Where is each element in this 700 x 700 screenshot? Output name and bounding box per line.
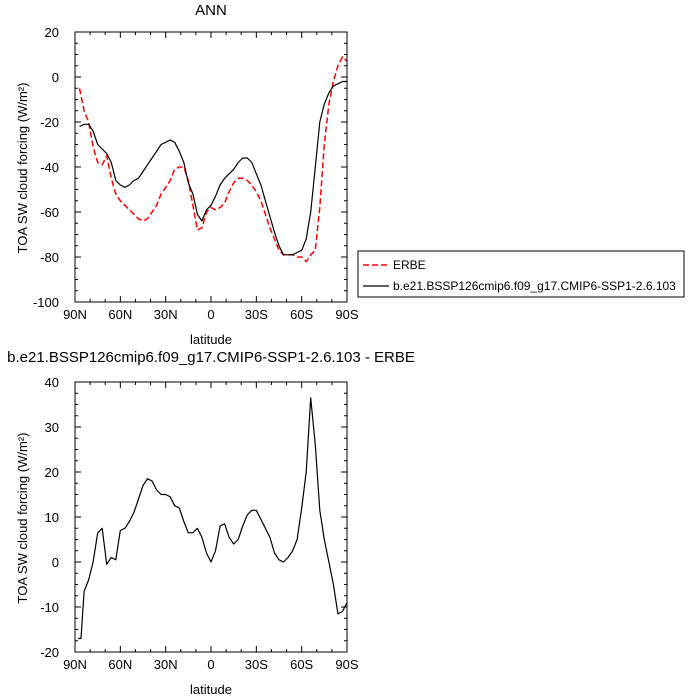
series-line-erbe [78, 56, 348, 263]
x-axis-label: latitude [190, 682, 232, 697]
y-tick-label: -20 [40, 115, 59, 130]
y-tick-label: 20 [45, 465, 59, 480]
x-axis-label: latitude [190, 332, 232, 347]
legend-box [357, 250, 685, 298]
y-axis-label: TOA SW cloud forcing (W/m²) [15, 83, 30, 254]
y-tick-label: 10 [45, 510, 59, 525]
plot-frame [74, 381, 348, 653]
panel-title: ANN [195, 2, 227, 19]
axis-ticks: 90N 60N 30N 0 30S 60S 90S 20 0 -20 -40 -60 -80 -100 [33, 25, 359, 322]
y-tick-label: -10 [40, 600, 59, 615]
panel-difference: b.e21.BSSP126cmip6.f09_g17.CMIP6-SSP1-2.… [7, 349, 415, 697]
panel-title: b.e21.BSSP126cmip6.f09_g17.CMIP6-SSP1-2.… [7, 349, 415, 366]
y-tick-label: 0 [52, 555, 59, 570]
x-tick-label: 0 [207, 307, 214, 322]
x-tick-label: 30S [245, 657, 268, 672]
x-tick-label: 60N [108, 657, 132, 672]
axis-ticks: 90N 60N 30N 0 30S 60S 90S 40 30 20 10 0 -10 -20 [40, 375, 359, 672]
x-tick-label: 90S [335, 307, 358, 322]
x-tick-label: 0 [207, 657, 214, 672]
x-tick-label: 90N [63, 657, 87, 672]
legend-label-erbe: ERBE [393, 258, 426, 272]
panel-annual-forcing: ANN TOA SW cloud forcing (W/m²) latitude… [15, 2, 359, 347]
x-tick-label: 30N [154, 307, 178, 322]
series-line-model [79, 80, 347, 256]
plot-frame [74, 31, 348, 303]
y-tick-label: 40 [45, 375, 59, 390]
series-line-difference [78, 397, 348, 640]
legend: ERBE b.e21.BSSP126cmip6.f09_g17.CMIP6-SS… [357, 250, 685, 298]
legend-label-model: b.e21.BSSP126cmip6.f09_g17.CMIP6-SSP1-2.… [393, 279, 676, 293]
y-tick-label: -60 [40, 205, 59, 220]
series-group [78, 56, 348, 263]
y-tick-label: -40 [40, 160, 59, 175]
x-tick-label: 30S [245, 307, 268, 322]
y-tick-label: 20 [45, 25, 59, 40]
series-group [78, 397, 348, 640]
y-tick-label: 30 [45, 420, 59, 435]
x-tick-label: 60N [108, 307, 132, 322]
x-tick-label: 60S [290, 307, 313, 322]
x-tick-label: 60S [290, 657, 313, 672]
y-tick-label: 0 [52, 70, 59, 85]
x-tick-label: 90S [335, 657, 358, 672]
x-tick-label: 90N [63, 307, 87, 322]
x-tick-label: 30N [154, 657, 178, 672]
y-tick-label: -100 [33, 295, 59, 310]
y-axis-label: TOA SW cloud forcing (W/m²) [15, 433, 30, 604]
y-tick-label: -20 [40, 645, 59, 660]
y-tick-label: -80 [40, 250, 59, 265]
